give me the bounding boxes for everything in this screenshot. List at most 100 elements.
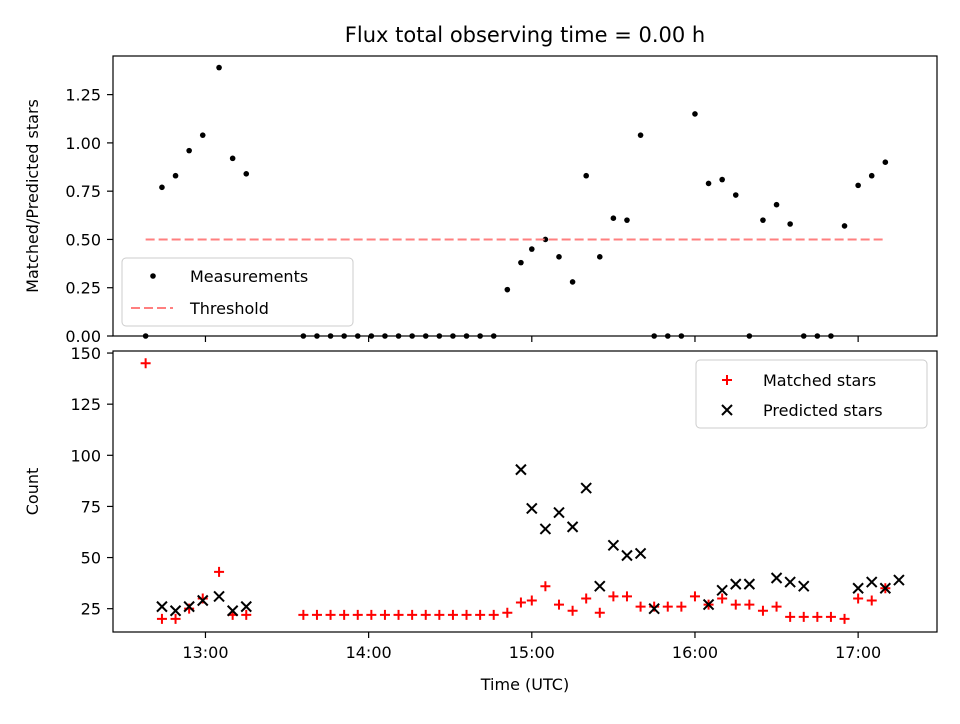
measurement-point: [624, 217, 630, 223]
y-tick-label: 1.00: [65, 134, 101, 153]
data-layer: [140, 358, 905, 624]
predicted-star-marker: [580, 482, 592, 494]
y-tick-label: 0.50: [65, 230, 101, 249]
predicted-star-marker: [553, 506, 565, 519]
measurement-point: [882, 159, 889, 166]
x-tick-label: 14:00: [346, 643, 392, 662]
matched-star-marker: [447, 609, 458, 620]
predicted-star-marker: [893, 574, 905, 586]
top-axes: 0.00 0.25 0.50 0.75 1.00 1.25 Matched/Predicte…: [23, 55, 938, 346]
matched-star-marker: [866, 595, 877, 606]
measurement-point: [229, 155, 236, 162]
matched-star-marker: [140, 358, 151, 369]
matched-star-marker: [379, 609, 390, 620]
matched-star-marker: [730, 599, 741, 610]
matched-star-marker: [662, 601, 673, 612]
predicted-star-marker: [183, 600, 195, 613]
y-tick-label: 125: [70, 395, 101, 414]
predicted-star-marker: [240, 600, 252, 613]
matched-star-marker: [839, 613, 850, 624]
y-axis-label: Matched/Predicted stars: [23, 99, 42, 293]
x-tick-label: 16:00: [672, 643, 718, 662]
legend-matched-label: Matched stars: [763, 371, 876, 390]
matched-star-marker: [366, 609, 377, 620]
matched-star-marker: [407, 609, 418, 620]
predicted-star-marker: [621, 549, 633, 562]
matched-star-marker: [434, 609, 445, 620]
measurement-point: [596, 254, 603, 260]
predicted-star-marker: [743, 578, 756, 590]
x-axis-label: Time (UTC): [480, 675, 569, 694]
matched-star-marker: [717, 593, 728, 604]
matched-star-marker: [502, 607, 513, 618]
predicted-star-marker: [213, 590, 225, 603]
chart-title: Flux total observing time = 0.00 h: [345, 23, 705, 47]
matched-star-marker: [676, 601, 687, 612]
predicted-star-marker: [702, 598, 715, 611]
matched-star-marker: [825, 611, 836, 622]
predicted-star-marker: [852, 582, 864, 594]
predicted-star-marker: [770, 572, 783, 584]
predicted-star-marker: [169, 605, 182, 617]
y-tick-label: 50: [81, 549, 101, 568]
matched-star-marker: [812, 611, 823, 622]
matched-star-marker: [553, 599, 564, 610]
predicted-star-marker: [156, 600, 168, 613]
legend-predicted-label: Predicted stars: [763, 401, 883, 420]
matched-star-marker: [170, 613, 181, 624]
matched-star-marker: [853, 593, 864, 604]
measurement-point: [637, 132, 644, 138]
y-tick-label: 0.25: [65, 279, 101, 298]
y-tick-label: 0.75: [65, 182, 101, 201]
matched-star-marker: [540, 581, 551, 592]
predicted-star-marker: [526, 502, 538, 515]
predicted-star-marker: [648, 602, 660, 615]
matched-star-marker: [785, 611, 796, 622]
legend-box: [695, 359, 928, 429]
legend-box: [121, 257, 354, 327]
measurement-point: [243, 170, 250, 177]
measurement-point: [542, 236, 549, 243]
y-tick-label: 150: [70, 344, 101, 363]
matched-star-marker: [393, 609, 404, 620]
x-tick-label: 15:00: [509, 643, 555, 662]
matched-star-marker: [420, 609, 431, 620]
predicted-star-marker: [866, 576, 878, 588]
predicted-star-marker: [607, 539, 620, 551]
plot-frame: [112, 55, 938, 337]
matched-star-marker: [156, 613, 167, 624]
legend-measurements-label: Measurements: [190, 267, 308, 286]
measurement-point: [186, 147, 192, 154]
legend-predicted-marker: [721, 404, 733, 416]
matched-star-marker: [567, 605, 578, 616]
measurement-point: [610, 215, 617, 222]
matched-star-marker: [526, 595, 537, 606]
matched-star-marker: [214, 566, 225, 577]
measurement-point: [528, 246, 535, 252]
bottom-axes: 25 50 75 100 125 150 13:00 14:00 15:00 16:00 17:00…: [23, 344, 938, 694]
plot-frame: [112, 350, 938, 633]
matched-star-marker: [339, 609, 350, 620]
predicted-star-marker: [784, 576, 796, 588]
predicted-star-marker: [515, 463, 527, 476]
matched-star-marker: [594, 607, 605, 618]
measurement-point: [504, 286, 511, 293]
matched-star-marker: [241, 609, 252, 620]
legend-measurement-marker: [150, 273, 156, 279]
predicted-star-marker: [539, 523, 552, 535]
predicted-star-marker: [226, 605, 239, 617]
measurement-point: [760, 217, 766, 223]
matched-star-marker: [608, 591, 619, 602]
matched-star-marker: [635, 601, 646, 612]
predicted-star-marker: [634, 547, 647, 560]
measurement-point: [773, 201, 780, 208]
measurement-point: [719, 176, 725, 183]
measurement-point: [199, 132, 206, 138]
measurement-point: [732, 192, 739, 198]
matched-star-marker: [475, 609, 486, 620]
legend-matched-marker: [722, 375, 732, 385]
matched-star-marker: [311, 609, 322, 620]
predicted-star-marker: [594, 580, 606, 592]
measurement-point: [583, 172, 589, 179]
predicted-star-marker: [716, 584, 728, 596]
